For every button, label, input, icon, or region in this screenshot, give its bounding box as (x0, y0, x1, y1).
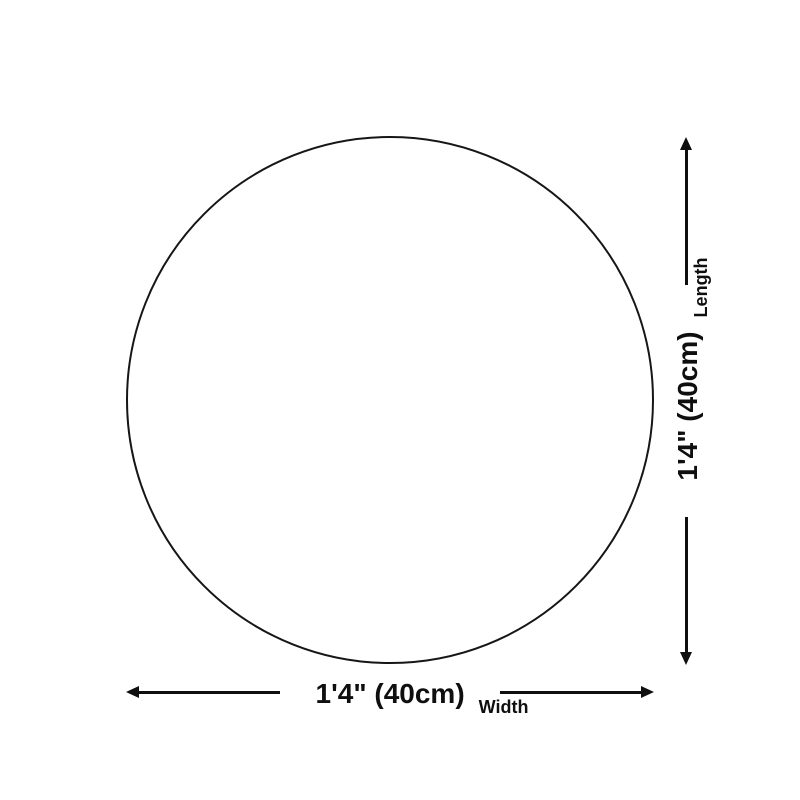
length-dimension: 1'4" (40cm) Length (664, 137, 711, 665)
width-dimension-value: 1'4" (40cm) (315, 678, 465, 709)
length-dimension-line-top (684, 150, 688, 286)
arrow-left-icon (126, 686, 139, 698)
length-axis-label: Length (690, 257, 711, 318)
width-dimension-line-left (139, 690, 280, 694)
arrow-right-icon (641, 686, 655, 698)
width-dimension: 1'4" (40cm) Width (126, 670, 655, 717)
length-dimension-line-bottom (684, 516, 688, 652)
rug-circle-outline (126, 136, 654, 664)
arrow-down-icon (680, 652, 692, 665)
width-axis-label: Width (478, 696, 529, 717)
length-dimension-value: 1'4" (40cm) (672, 331, 703, 481)
arrow-up-icon (680, 137, 692, 150)
width-dimension-line-right (500, 690, 642, 694)
